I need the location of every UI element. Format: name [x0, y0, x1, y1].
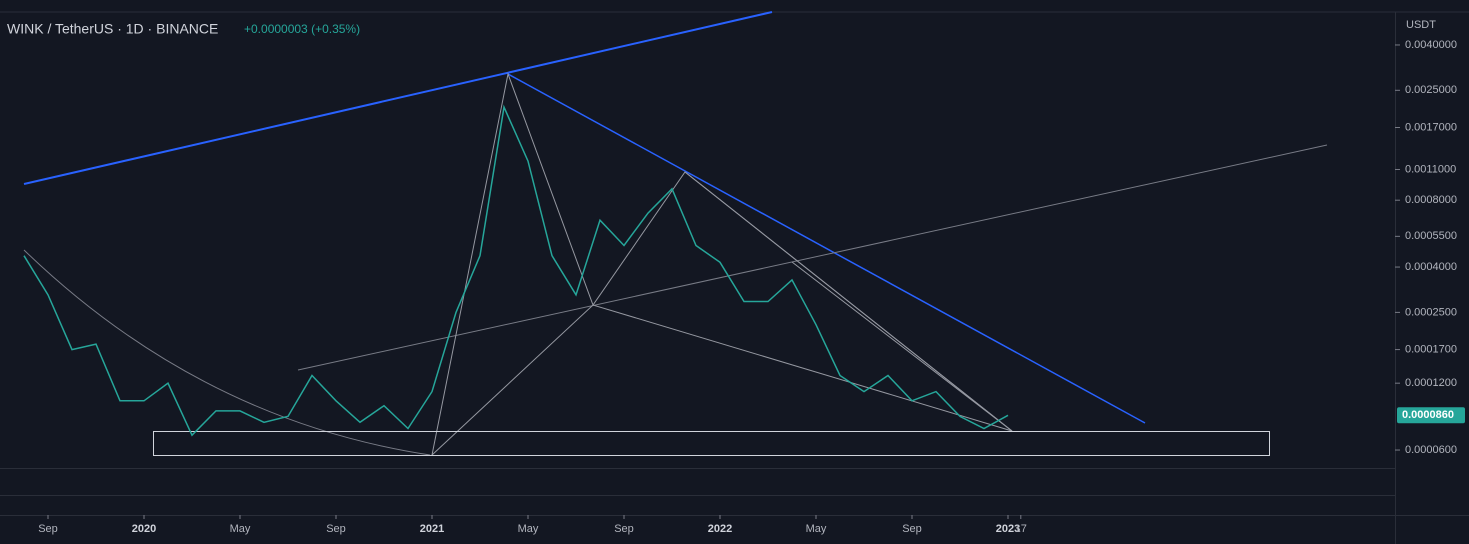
- x-tick-label: Sep: [902, 523, 922, 535]
- x-tick-label: 2022: [708, 523, 732, 535]
- x-tick-label: May: [230, 523, 251, 535]
- y-tick-label: 0.0025000: [1405, 84, 1457, 96]
- y-tick-label: 0.0040000: [1405, 39, 1457, 51]
- x-tick-label: Sep: [614, 523, 634, 535]
- range-box: [153, 431, 1270, 456]
- y-tick-label: 0.0004000: [1405, 261, 1457, 273]
- x-tick-label: 2023: [996, 523, 1020, 535]
- x-tick-label: 2020: [132, 523, 156, 535]
- last-price-badge: [1397, 407, 1465, 424]
- change: +0.0000003 (+0.35%): [244, 22, 360, 36]
- x-tick-label: 17: [1015, 523, 1027, 535]
- x-tick-label: 2021: [420, 523, 444, 535]
- last-price-label: 0.0000860: [1402, 409, 1454, 421]
- y-tick-label: 0.0001200: [1405, 377, 1457, 389]
- chart-title: WINK / TetherUS · 1D · BINANCE: [7, 21, 218, 37]
- axis-unit: USDT: [1406, 19, 1436, 31]
- drawings: [23, 11, 1328, 456]
- trend-line: [507, 73, 1146, 424]
- x-tick-label: Sep: [38, 523, 58, 535]
- y-tick-label: 0.0001700: [1405, 343, 1457, 355]
- x-tick-label: Sep: [326, 523, 346, 535]
- y-tick-label: 0.0008000: [1405, 194, 1457, 206]
- price-line: [23, 104, 1009, 437]
- y-tick-label: 0.0000600: [1405, 444, 1457, 456]
- arc: [23, 249, 431, 456]
- y-tick-label: 0.0011000: [1405, 163, 1456, 175]
- x-tick-label: May: [518, 523, 539, 535]
- pattern: [684, 171, 1013, 432]
- trend-line: [23, 11, 773, 185]
- y-tick-label: 0.0005500: [1405, 230, 1457, 242]
- x-tick-label: May: [806, 523, 827, 535]
- y-tick-label: 0.0017000: [1405, 121, 1457, 133]
- pattern: [431, 261, 1013, 456]
- trend-line: [297, 144, 1328, 371]
- y-tick-label: 0.0002500: [1405, 306, 1457, 318]
